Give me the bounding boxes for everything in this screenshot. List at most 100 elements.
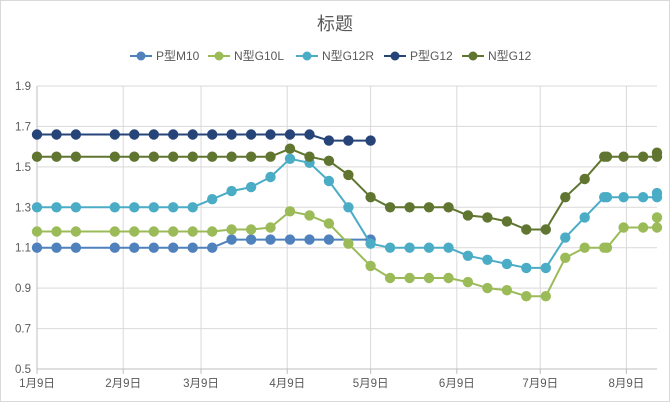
legend-label: N型G10L: [234, 49, 284, 63]
data-point: [560, 232, 571, 243]
data-point: [148, 226, 159, 237]
x-tick-label: 1月9日: [19, 378, 55, 390]
data-point: [245, 224, 257, 235]
x-tick-label: 8月9日: [609, 378, 645, 390]
y-tick-label: 1.3: [15, 202, 31, 214]
data-point: [31, 151, 43, 162]
data-point: [651, 222, 663, 233]
data-point: [148, 151, 159, 162]
data-point: [423, 272, 435, 284]
data-point: [109, 151, 121, 162]
data-point: [365, 192, 376, 203]
data-point: [148, 129, 159, 140]
data-point: [129, 129, 140, 140]
data-point: [70, 151, 82, 162]
data-point: [245, 129, 257, 140]
data-point: [384, 202, 396, 213]
legend-label: N型G12: [488, 49, 532, 63]
data-point: [560, 252, 571, 263]
data-point: [365, 135, 376, 146]
data-point: [187, 242, 198, 253]
legend-item: N型G12: [462, 49, 532, 63]
legend-marker: [136, 51, 146, 61]
data-point: [70, 226, 82, 237]
data-point: [601, 242, 613, 253]
data-point: [245, 234, 257, 245]
data-point: [70, 202, 82, 213]
data-point: [51, 151, 62, 162]
data-point: [651, 147, 663, 158]
data-point: [384, 272, 396, 284]
data-point: [540, 224, 551, 235]
data-point: [51, 226, 62, 237]
data-point: [168, 226, 179, 237]
x-axis: 1月9日 2月9日 3月9日 4月9日 5月9日 6月9日 7月9日 8月9日: [19, 368, 657, 390]
plot-area: [31, 129, 663, 302]
legend-label: P型G12: [410, 49, 453, 63]
y-tick-label: 0.7: [15, 324, 31, 336]
data-point: [304, 151, 315, 162]
data-point: [129, 242, 140, 253]
data-point: [168, 151, 179, 162]
x-tick-label: 6月9日: [439, 378, 475, 390]
data-point: [404, 202, 415, 213]
data-point: [323, 135, 335, 146]
data-point: [540, 262, 551, 274]
data-point: [168, 242, 179, 253]
y-tick-label: 1.1: [15, 243, 31, 255]
data-point: [404, 272, 415, 284]
data-point: [540, 291, 551, 302]
data-point: [521, 291, 532, 302]
data-point: [651, 187, 663, 199]
data-point: [284, 153, 296, 164]
gridlines: [36, 85, 657, 370]
data-point: [618, 151, 629, 162]
series-line: [37, 210, 658, 298]
data-point: [226, 224, 237, 235]
data-point: [245, 151, 257, 162]
data-point: [601, 151, 613, 162]
data-point: [501, 258, 513, 270]
data-point: [265, 151, 276, 162]
data-point: [404, 242, 415, 253]
data-point: [284, 234, 296, 245]
legend-marker: [468, 51, 478, 61]
data-point: [226, 151, 237, 162]
data-point: [365, 260, 376, 272]
series-5: [31, 143, 663, 235]
chart-title: 标题: [317, 14, 353, 34]
legend-item: N型G10L: [208, 49, 284, 63]
data-point: [109, 226, 121, 237]
data-point: [284, 206, 296, 217]
data-point: [245, 181, 257, 193]
data-point: [651, 212, 663, 223]
data-point: [168, 202, 179, 213]
data-point: [226, 185, 237, 197]
legend-item: P型M10: [130, 49, 200, 63]
data-point: [207, 226, 218, 237]
data-point: [482, 282, 493, 294]
data-point: [187, 151, 198, 162]
data-point: [501, 285, 513, 296]
data-point: [365, 238, 376, 249]
x-tick-label: 4月9日: [269, 378, 305, 390]
series-1: [31, 234, 376, 253]
data-point: [443, 242, 454, 253]
data-point: [482, 254, 493, 265]
data-point: [637, 222, 649, 233]
series-3: [31, 153, 663, 274]
data-point: [323, 155, 335, 166]
data-point: [265, 234, 276, 245]
y-tick-label: 0.9: [15, 283, 31, 295]
data-point: [51, 129, 62, 140]
data-point: [304, 234, 315, 245]
data-point: [579, 242, 590, 253]
data-point: [462, 276, 474, 288]
data-point: [560, 192, 571, 203]
data-point: [51, 202, 62, 213]
data-point: [265, 129, 276, 140]
data-point: [31, 226, 43, 237]
data-point: [187, 129, 198, 140]
y-tick-label: 1.5: [15, 162, 31, 174]
data-point: [31, 242, 43, 253]
